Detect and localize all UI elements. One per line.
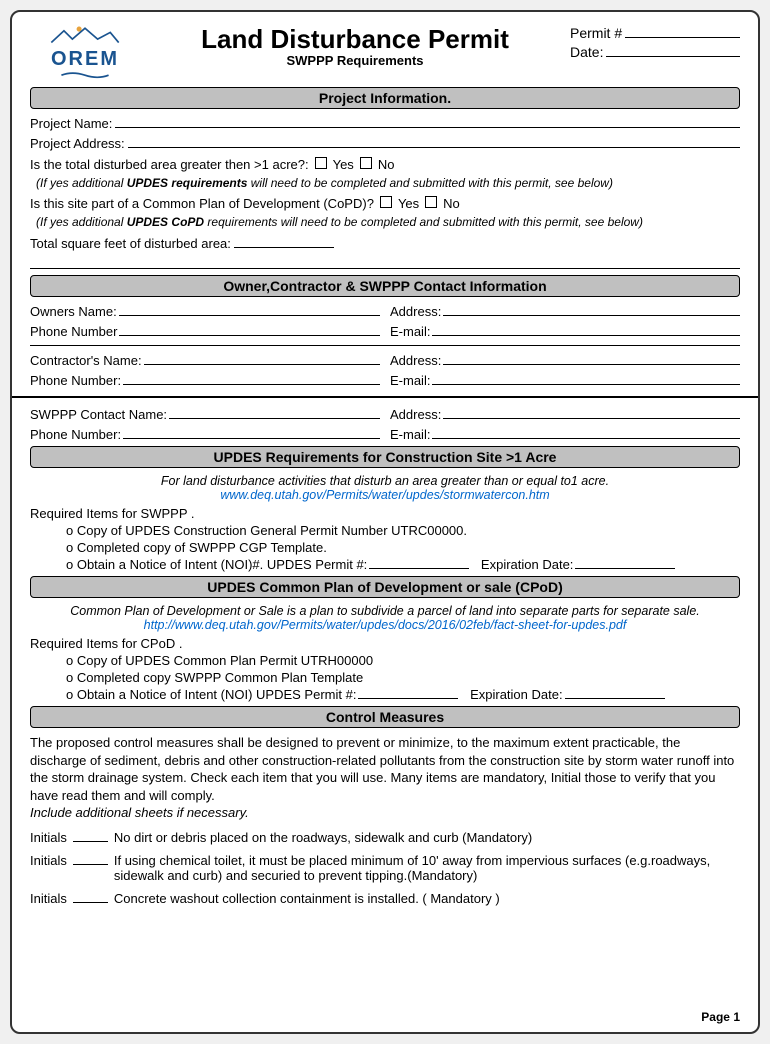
control-header: Control Measures	[30, 706, 740, 728]
swppp-phone-input[interactable]	[123, 426, 380, 439]
cpod-expiration-input[interactable]	[565, 687, 665, 699]
permit-number-box: Permit # Date:	[570, 24, 740, 62]
owner-phone-label: Phone Number	[30, 324, 117, 339]
initials-text-2: If using chemical toilet, it must be pla…	[114, 853, 740, 883]
date-label: Date:	[570, 44, 603, 60]
cpod-req-head: Required Items for CPoD .	[30, 636, 740, 651]
cpod-item2: Completed copy SWPPP Common Plan Templat…	[80, 670, 740, 685]
swppp-address-input[interactable]	[443, 406, 740, 419]
subtitle: SWPPP Requirements	[155, 53, 555, 68]
project-address-label: Project Address:	[30, 136, 125, 151]
swppp-name-label: SWPPP Contact Name:	[30, 407, 167, 422]
date-input[interactable]	[606, 43, 740, 57]
yes-label: Yes	[333, 157, 354, 172]
project-name-input[interactable]	[115, 115, 740, 128]
contractor-address-label: Address:	[390, 353, 441, 368]
sqft-label: Total square feet of disturbed area:	[30, 236, 231, 251]
permit-label: Permit #	[570, 25, 622, 41]
initials-label-2: Initials	[30, 853, 67, 868]
updes-item1: Copy of UPDES Construction General Permi…	[80, 523, 740, 538]
contractor-name-label: Contractor's Name:	[30, 353, 142, 368]
q1-label: Is the total disturbed area greater then…	[30, 157, 309, 172]
page-number: Page 1	[701, 1010, 740, 1024]
owner-phone-input[interactable]	[119, 323, 380, 336]
initials-input-3[interactable]	[73, 891, 108, 903]
swppp-email-input[interactable]	[432, 426, 740, 439]
swppp-phone-label: Phone Number:	[30, 427, 121, 442]
divider-thick	[12, 396, 758, 398]
updes-item3: Obtain a Notice of Intent (NOI)#. UPDES …	[80, 557, 740, 572]
updes-item2: Completed copy of SWPPP CGP Template.	[80, 540, 740, 555]
cpod-header: UPDES Common Plan of Development or sale…	[30, 576, 740, 598]
swppp-name-input[interactable]	[169, 406, 380, 419]
cpod-permit-input[interactable]	[358, 687, 458, 699]
note2: (If yes additional UPDES CoPD requiremen…	[36, 215, 740, 229]
divider	[30, 345, 740, 346]
yes-label-2: Yes	[398, 196, 419, 211]
updes-header: UPDES Requirements for Construction Site…	[30, 446, 740, 468]
initials-label-3: Initials	[30, 891, 67, 906]
initials-text-1: No dirt or debris placed on the roadways…	[114, 830, 740, 845]
no-label-2: No	[443, 196, 460, 211]
owner-address-label: Address:	[390, 304, 441, 319]
initials-input-2[interactable]	[73, 853, 108, 865]
sqft-input[interactable]	[234, 235, 334, 248]
owners-name-label: Owners Name:	[30, 304, 117, 319]
contractor-phone-label: Phone Number:	[30, 373, 121, 388]
q2-label: Is this site part of a Common Plan of De…	[30, 196, 374, 211]
q1-no-checkbox[interactable]	[360, 157, 372, 169]
cpod-link[interactable]: http://www.deq.utah.gov/Permits/water/up…	[144, 618, 627, 632]
header: OREM Land Disturbance Permit SWPPP Requi…	[30, 24, 740, 79]
contact-header: Owner,Contractor & SWPPP Contact Informa…	[30, 275, 740, 297]
owner-email-input[interactable]	[432, 323, 740, 336]
updes-permit-input[interactable]	[369, 557, 469, 569]
updes-expiration-input[interactable]	[575, 557, 675, 569]
initials-input-1[interactable]	[73, 830, 108, 842]
no-label: No	[378, 157, 395, 172]
cpod-desc: Common Plan of Development or Sale is a …	[30, 604, 740, 632]
contractor-address-input[interactable]	[443, 352, 740, 365]
contractor-email-label: E-mail:	[390, 373, 430, 388]
owner-address-input[interactable]	[443, 303, 740, 316]
contractor-email-input[interactable]	[432, 372, 740, 385]
contractor-name-input[interactable]	[144, 352, 380, 365]
q2-no-checkbox[interactable]	[425, 196, 437, 208]
swppp-address-label: Address:	[390, 407, 441, 422]
updes-desc: For land disturbance activities that dis…	[30, 474, 740, 502]
owner-email-label: E-mail:	[390, 324, 430, 339]
project-info-header: Project Information.	[30, 87, 740, 109]
mountain-icon	[40, 24, 130, 48]
initials-label-1: Initials	[30, 830, 67, 845]
wave-icon	[55, 71, 115, 79]
permit-form: OREM Land Disturbance Permit SWPPP Requi…	[10, 10, 760, 1034]
initials-text-3: Concrete washout collection containment …	[114, 891, 740, 906]
project-name-label: Project Name:	[30, 116, 112, 131]
control-text: The proposed control measures shall be d…	[30, 734, 740, 822]
cpod-item1: Copy of UPDES Common Plan Permit UTRH000…	[80, 653, 740, 668]
title-block: Land Disturbance Permit SWPPP Requiremen…	[155, 24, 555, 68]
updes-link[interactable]: www.deq.utah.gov/Permits/water/updes/sto…	[220, 488, 549, 502]
updes-req-head: Required Items for SWPPP .	[30, 506, 740, 521]
logo-text: OREM	[51, 48, 119, 71]
blank-line[interactable]	[30, 257, 740, 269]
swppp-email-label: E-mail:	[390, 427, 430, 442]
contractor-phone-input[interactable]	[123, 372, 380, 385]
project-address-input[interactable]	[128, 135, 740, 148]
permit-number-input[interactable]	[625, 24, 740, 38]
orem-logo: OREM	[30, 24, 140, 79]
note1: (If yes additional UPDES requirements wi…	[36, 176, 740, 190]
owners-name-input[interactable]	[119, 303, 380, 316]
q1-yes-checkbox[interactable]	[315, 157, 327, 169]
q2-yes-checkbox[interactable]	[380, 196, 392, 208]
cpod-item3: Obtain a Notice of Intent (NOI) UPDES Pe…	[80, 687, 740, 702]
main-title: Land Disturbance Permit	[155, 24, 555, 55]
